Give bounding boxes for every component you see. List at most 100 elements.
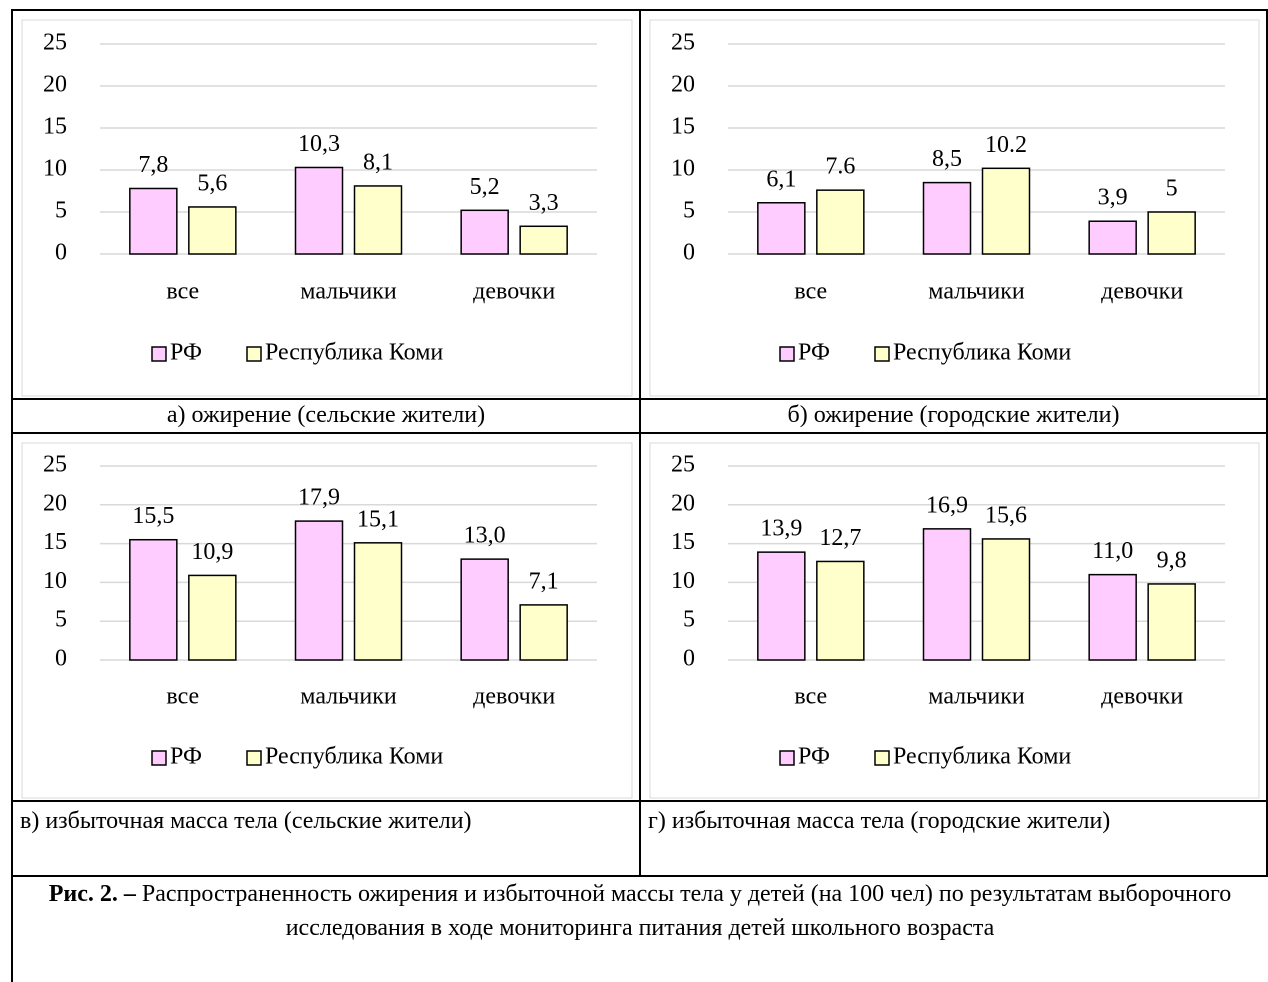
data-label: 8,5 <box>932 146 962 172</box>
legend-swatch <box>874 346 890 362</box>
figure-label: Рис. 2. – <box>48 881 136 907</box>
chart-cell: 0 5 10 15 20 25 все 15,5 10,9 мальчики 17,9 15,1 дев… <box>12 433 640 800</box>
data-label: 7,1 <box>529 568 559 594</box>
x-tick-label: девочки <box>1101 684 1183 710</box>
chart-cell: 0 5 10 15 20 25 все 7,8 5,6 мальчики 10,3 8,1 девочк… <box>12 10 640 398</box>
y-tick-label: 20 <box>43 72 67 98</box>
y-tick-label: 25 <box>671 30 695 56</box>
legend-swatch <box>779 346 795 362</box>
y-tick-label: 20 <box>43 490 67 516</box>
chart: 0 5 10 15 20 25 все 6,1 7.6 мальчики 8,5 10.2 девочк… <box>649 19 1260 397</box>
data-label: 7,8 <box>138 152 168 178</box>
x-tick-label: мальчики <box>928 279 1025 305</box>
data-label: 6,1 <box>766 166 796 192</box>
x-tick-label: все <box>794 279 827 305</box>
y-tick-label: 25 <box>43 30 67 56</box>
data-label: 5,2 <box>470 174 500 200</box>
legend-label: РФ <box>798 340 830 366</box>
y-tick-label: 10 <box>43 156 67 182</box>
chart-border <box>649 442 1260 799</box>
bar <box>294 520 344 661</box>
legend-label: РФ <box>170 340 202 366</box>
figure-text: Распространенность ожирения и избыточной… <box>141 881 1232 941</box>
data-label: 11,0 <box>1092 538 1133 564</box>
bar <box>460 558 509 661</box>
data-label: 13,0 <box>464 523 506 549</box>
chart-cell: 0 5 10 15 20 25 все 13,9 12,7 мальчики 16,9 15,6 дев… <box>640 433 1267 800</box>
y-tick-label: 5 <box>683 198 695 224</box>
x-tick-label: девочки <box>473 279 555 305</box>
y-tick-label: 20 <box>671 72 695 98</box>
y-tick-label: 15 <box>43 529 67 555</box>
caption: в) избыточная масса тела (сельские жител… <box>20 808 472 834</box>
data-label: 15,1 <box>357 506 399 532</box>
bar <box>460 209 509 255</box>
bar <box>816 560 865 661</box>
data-label: 15,5 <box>132 503 174 529</box>
bar <box>757 202 806 255</box>
y-tick-label: 20 <box>671 490 695 516</box>
data-label: 3,9 <box>1098 185 1128 211</box>
y-tick-label: 0 <box>55 646 67 672</box>
bar <box>1088 573 1137 661</box>
data-label: 8,1 <box>363 149 393 175</box>
chart: 0 5 10 15 20 25 все 13,9 12,7 мальчики 16,9 15,6 дев… <box>649 442 1260 799</box>
x-tick-label: все <box>794 684 827 710</box>
legend-label: Республика Коми <box>893 744 1071 770</box>
bar <box>922 528 972 661</box>
data-label: 17,9 <box>298 485 340 511</box>
legend-label: Республика Коми <box>265 744 443 770</box>
data-label: 10.2 <box>985 132 1027 158</box>
y-tick-label: 25 <box>43 452 67 478</box>
rule <box>12 875 1268 877</box>
legend-swatch <box>874 750 890 766</box>
bar <box>519 604 568 661</box>
caption: а) ожирение (сельские жители) <box>166 402 486 428</box>
legend-label: Республика Коми <box>893 340 1071 366</box>
data-label: 5,6 <box>197 170 227 196</box>
y-tick-label: 0 <box>683 240 695 266</box>
legend-label: РФ <box>170 744 202 770</box>
bar <box>816 189 865 255</box>
bar <box>129 187 178 255</box>
rule <box>11 9 13 982</box>
data-label: 13,9 <box>760 516 802 542</box>
data-label: 5 <box>1166 176 1178 202</box>
bar <box>353 185 403 255</box>
y-tick-label: 5 <box>55 607 67 633</box>
bar <box>129 538 178 661</box>
y-tick-label: 15 <box>671 529 695 555</box>
legend-label: РФ <box>798 744 830 770</box>
legend-swatch <box>151 750 167 766</box>
bar <box>981 538 1031 661</box>
data-label: 9,8 <box>1157 547 1187 573</box>
bar <box>294 166 344 255</box>
legend-swatch <box>246 346 262 362</box>
x-tick-label: девочки <box>473 684 555 710</box>
chart: 0 5 10 15 20 25 все 15,5 10,9 мальчики 17,9 15,1 дев… <box>21 442 633 799</box>
legend-swatch <box>246 750 262 766</box>
x-tick-label: мальчики <box>300 684 397 710</box>
data-label: 10,3 <box>298 131 340 157</box>
chart-border <box>21 442 633 799</box>
x-tick-label: мальчики <box>300 279 397 305</box>
bar <box>519 225 568 255</box>
x-tick-label: мальчики <box>928 684 1025 710</box>
bar <box>922 181 972 255</box>
y-tick-label: 0 <box>55 240 67 266</box>
y-tick-label: 10 <box>43 568 67 594</box>
x-tick-label: все <box>166 279 199 305</box>
chart-border <box>21 19 633 397</box>
figure-caption: Рис. 2. – Распространенность ожирения и … <box>12 877 1268 945</box>
x-tick-label: девочки <box>1101 279 1183 305</box>
data-label: 15,6 <box>985 502 1027 528</box>
legend-label: Республика Коми <box>265 340 443 366</box>
chart-border <box>649 19 1260 397</box>
y-tick-label: 15 <box>43 114 67 140</box>
bar <box>1147 211 1196 255</box>
y-tick-label: 15 <box>671 114 695 140</box>
data-label: 10,9 <box>191 539 233 565</box>
data-label: 16,9 <box>926 492 968 518</box>
y-tick-label: 10 <box>671 156 695 182</box>
